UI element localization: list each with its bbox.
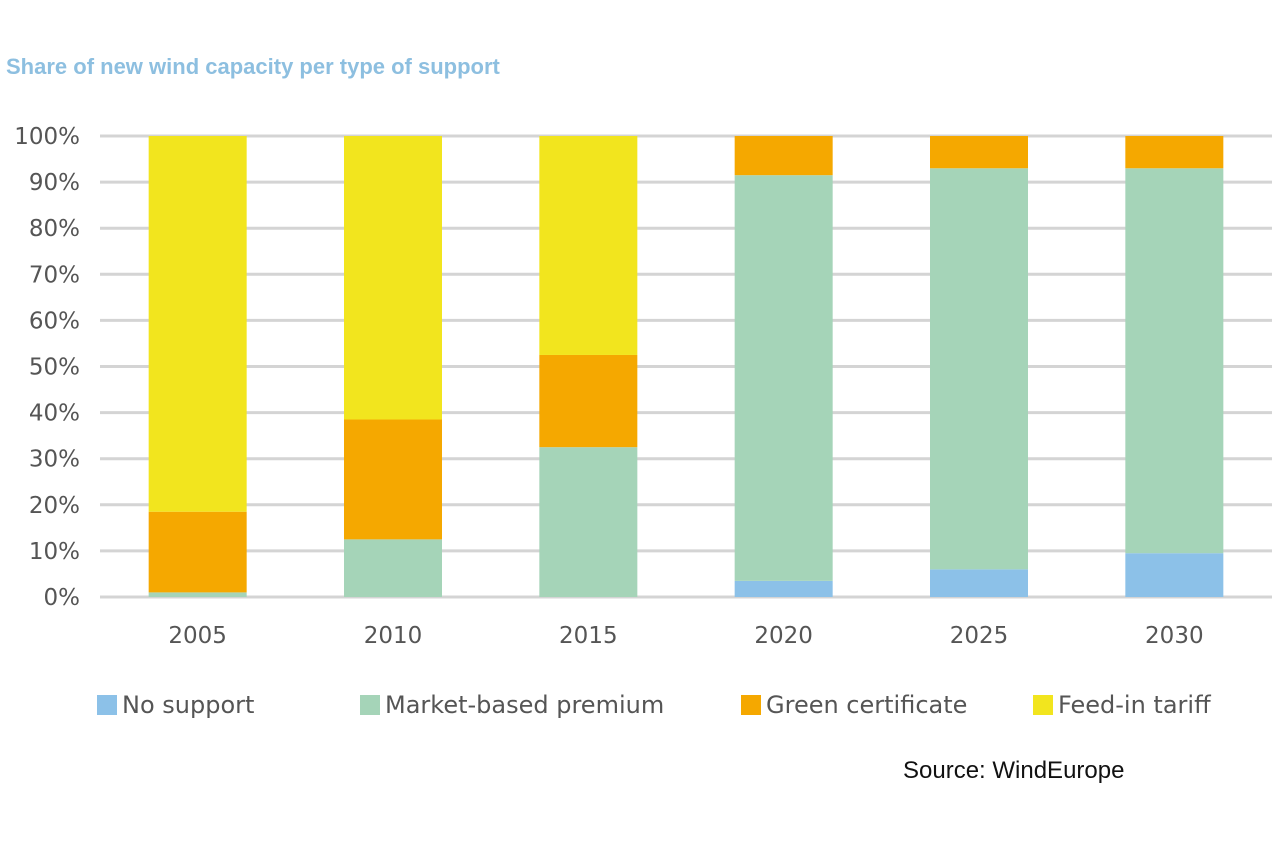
y-tick-label: 20% xyxy=(29,493,80,519)
y-tick-label: 40% xyxy=(29,401,80,427)
bar-segment xyxy=(539,136,638,355)
bar-segment xyxy=(930,569,1028,597)
bar-segment xyxy=(344,419,442,540)
bar-segment xyxy=(734,175,833,581)
y-tick-label: 90% xyxy=(29,170,80,196)
source-note: Source: WindEurope xyxy=(903,757,1125,784)
bar-segment xyxy=(1125,168,1224,554)
bar-segment xyxy=(1125,553,1224,597)
bar-segment xyxy=(734,580,833,597)
bar-segment xyxy=(148,511,247,593)
bar-segment xyxy=(539,354,638,448)
bar-segment xyxy=(930,136,1028,169)
bar-segment xyxy=(344,539,442,597)
bar-segment xyxy=(1125,136,1224,169)
y-tick-label: 50% xyxy=(29,355,80,381)
y-axis: 0% 10% 20% 30% 40% 50% 60% 70% 80% 90% 100% xyxy=(14,124,80,611)
bar-segment xyxy=(148,136,247,512)
legend-swatch xyxy=(741,695,761,715)
legend-label: Market-based premium xyxy=(385,691,664,719)
chart-title: Share of new wind capacity per type of s… xyxy=(6,54,500,79)
bar-segment xyxy=(539,447,638,597)
y-tick-label: 10% xyxy=(29,539,80,565)
legend-label: Feed-in tariff xyxy=(1058,691,1211,719)
gridlines xyxy=(100,134,1272,599)
y-tick-label: 80% xyxy=(29,216,80,242)
legend-label: Green certificate xyxy=(766,691,967,719)
y-tick-label: 70% xyxy=(29,262,80,288)
y-tick-label: 60% xyxy=(29,308,80,334)
legend-swatch xyxy=(97,695,117,715)
x-tick-label: 2010 xyxy=(364,623,423,649)
x-axis: 2005 2010 2015 2020 2025 2030 xyxy=(168,623,1203,649)
legend-label: No support xyxy=(122,691,254,719)
legend-swatch xyxy=(360,695,380,715)
legend-swatch xyxy=(1033,695,1053,715)
y-tick-label: 0% xyxy=(44,585,81,611)
x-tick-label: 2025 xyxy=(950,623,1009,649)
bars xyxy=(148,136,1224,597)
bar-segment xyxy=(148,592,247,597)
legend: No support Market-based premium Green cert… xyxy=(97,691,1211,719)
y-tick-label: 30% xyxy=(29,447,80,473)
y-tick-label: 100% xyxy=(14,124,80,150)
x-tick-label: 2015 xyxy=(559,623,618,649)
x-tick-label: 2020 xyxy=(754,623,813,649)
x-tick-label: 2030 xyxy=(1145,623,1204,649)
bar-segment xyxy=(930,168,1028,570)
bar-segment xyxy=(344,136,442,420)
x-tick-label: 2005 xyxy=(168,623,227,649)
bar-segment xyxy=(734,136,833,176)
